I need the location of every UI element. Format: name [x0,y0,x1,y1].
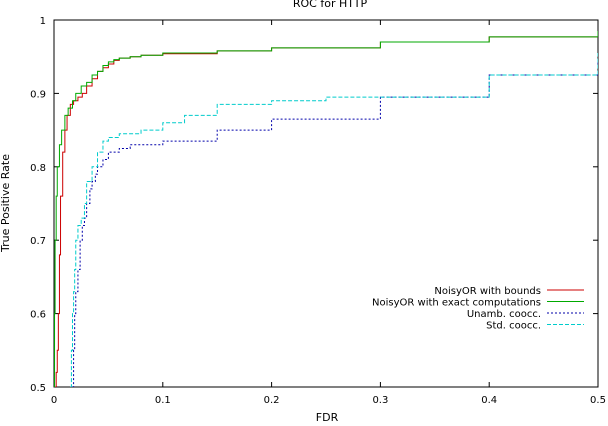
ticks-group: 0 0.1 0.2 0.3 0.4 0.5 0.5 0.6 0.7 0.8 0.9 1 [30,16,606,406]
y-tick-label: 0.5 [30,383,46,394]
series-line-3 [72,53,598,387]
series-group [54,31,598,387]
x-tick-label: 0.3 [372,395,388,406]
x-tick-label: 0.1 [155,395,171,406]
x-tick-label: 0.2 [264,395,280,406]
y-tick-label: 0.8 [30,163,46,174]
series-line-2 [54,31,598,387]
series-line-1 [54,31,598,387]
chart-title: ROC for HTTP [293,0,368,10]
x-tick-label: 0.5 [590,395,606,406]
legend-label: NoisyOR with exact computations [372,298,541,309]
legend-label: Unamb. coocc. [467,309,541,320]
plot-frame [53,19,599,388]
y-tick-label: 1 [40,16,46,27]
legend-label: NoisyOR with bounds [434,286,541,297]
y-tick-label: 0.6 [30,310,46,321]
y-tick-label: 0.7 [30,236,46,247]
x-tick-label: 0 [51,395,57,406]
x-tick-label: 0.4 [481,395,497,406]
series-line-4 [70,53,598,387]
x-axis-label: FDR [316,411,339,422]
y-axis-label: True Positive Rate [0,154,12,253]
legend-label: Std. coocc. [486,321,541,332]
y-tick-label: 0.9 [30,89,46,100]
plot-frame-group [53,19,599,388]
